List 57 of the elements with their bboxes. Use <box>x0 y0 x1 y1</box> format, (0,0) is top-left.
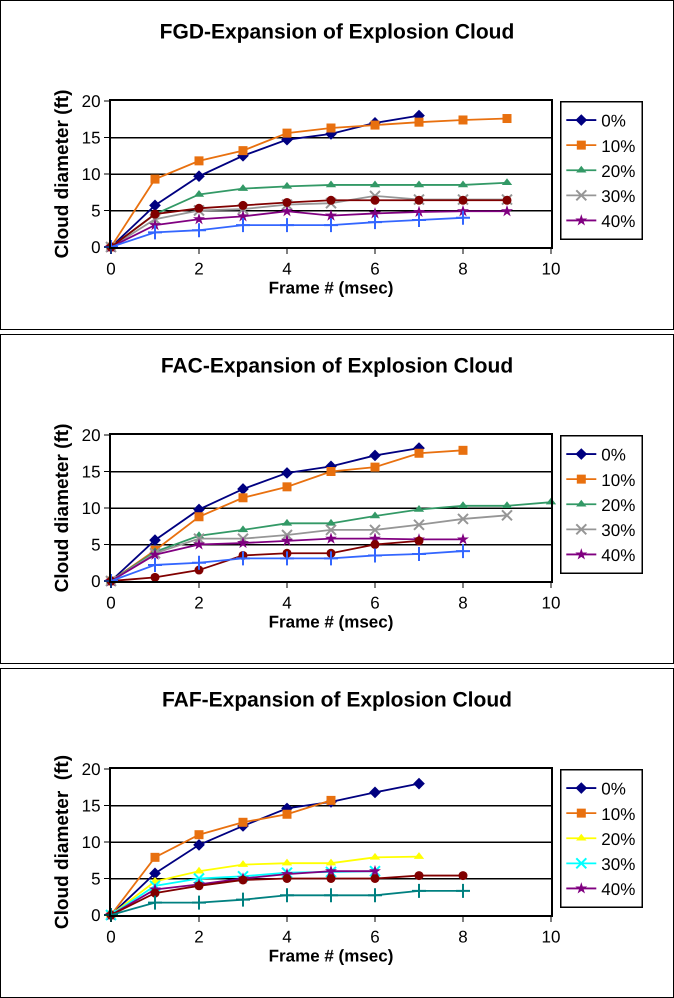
x-tick-label: 2 <box>194 927 204 946</box>
chart-title: FAC-Expansion of Explosion Cloud <box>160 354 514 378</box>
legend-label: 20% <box>601 830 636 849</box>
y-tick-label: 15 <box>82 462 101 482</box>
y-tick-label: 0 <box>91 572 101 591</box>
y-axis-title: Cloud diameter (ft) <box>52 754 74 930</box>
legend-label: 10% <box>601 470 636 490</box>
chart-title: FAF-Expansion of Explosion Cloud <box>162 688 512 712</box>
y-axis-title: Cloud diameter (ft) <box>52 90 74 258</box>
y-tick-label: 10 <box>82 164 101 184</box>
x-axis-title: Frame # (msec) <box>268 946 394 966</box>
y-axis-title: Cloud diameter (ft) <box>52 424 74 592</box>
legend-label: 0% <box>601 446 626 465</box>
legend-label: 20% <box>601 496 636 515</box>
legend-label: 10% <box>601 136 636 156</box>
y-tick-label: 20 <box>82 760 101 779</box>
legend-label: 0% <box>601 780 626 799</box>
legend-label: 10% <box>601 804 636 824</box>
legend-label: 20% <box>601 162 636 181</box>
x-tick-label: 4 <box>282 927 292 946</box>
legend-label: 30% <box>601 520 636 540</box>
y-tick-label: 10 <box>82 832 101 852</box>
x-tick-label: 10 <box>542 259 560 278</box>
x-tick-label: 8 <box>458 593 468 612</box>
y-tick-label: 5 <box>91 869 101 888</box>
y-tick-label: 0 <box>91 906 101 925</box>
y-tick-label: 20 <box>82 426 101 445</box>
x-tick-label: 8 <box>458 927 468 946</box>
legend-label: 40% <box>601 212 636 232</box>
x-tick-label: 8 <box>458 259 468 278</box>
y-tick-label: 0 <box>91 238 101 257</box>
y-tick-label: 5 <box>91 201 101 220</box>
y-tick-label: 20 <box>82 92 101 111</box>
x-tick-label: 4 <box>282 259 292 278</box>
chart-title: FGD-Expansion of Explosion Cloud <box>160 20 514 44</box>
x-tick-label: 4 <box>282 593 292 612</box>
x-tick-label: 6 <box>370 593 380 612</box>
x-tick-label: 2 <box>194 259 204 278</box>
x-tick-label: 0 <box>106 259 116 278</box>
x-tick-label: 10 <box>542 593 560 612</box>
legend-label: 40% <box>601 880 636 900</box>
x-tick-label: 6 <box>370 927 380 946</box>
y-tick-label: 15 <box>82 128 101 148</box>
y-tick-label: 15 <box>82 796 101 816</box>
legend-label: 40% <box>601 546 636 566</box>
x-tick-label: 2 <box>194 593 204 612</box>
legend-label: 30% <box>601 186 636 206</box>
y-tick-label: 5 <box>91 535 101 554</box>
x-axis-title: Frame # (msec) <box>268 278 394 298</box>
x-tick-label: 6 <box>370 259 380 278</box>
y-tick-label: 10 <box>82 498 101 518</box>
x-axis-title: Frame # (msec) <box>268 612 394 632</box>
x-tick-label: 0 <box>106 927 116 946</box>
legend-label: 0% <box>601 112 626 131</box>
legend-label: 30% <box>601 854 636 874</box>
x-tick-label: 10 <box>542 927 560 946</box>
x-tick-label: 0 <box>106 593 116 612</box>
